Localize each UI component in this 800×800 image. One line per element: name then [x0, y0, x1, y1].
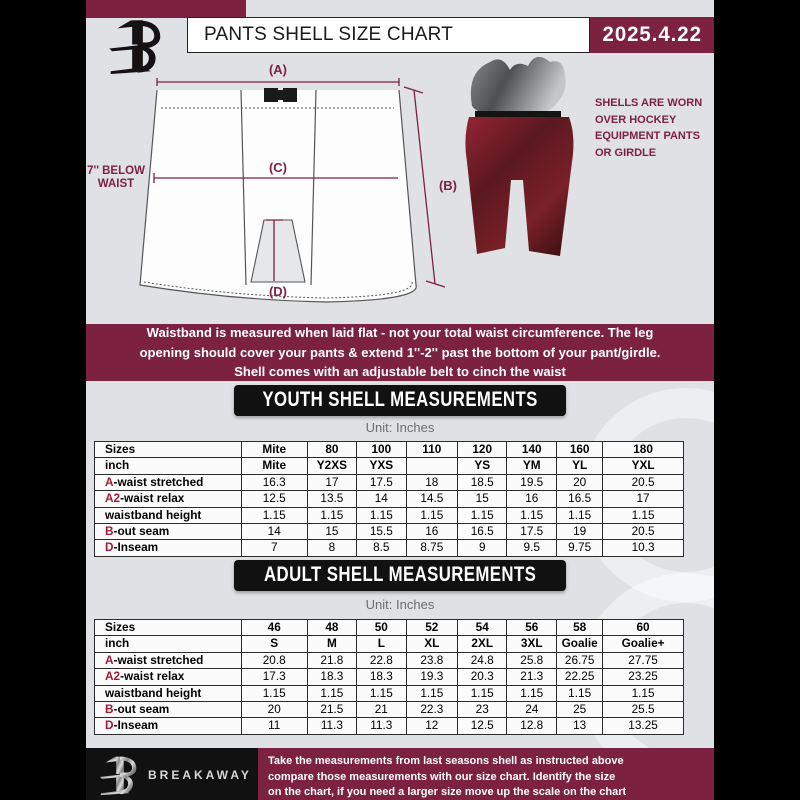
svg-text:(D): (D) [269, 284, 287, 299]
svg-text:7'' BELOW: 7'' BELOW [87, 165, 145, 177]
svg-text:(A): (A) [269, 62, 287, 77]
svg-text:WAIST: WAIST [98, 178, 134, 190]
svg-text:(C): (C) [269, 160, 287, 175]
